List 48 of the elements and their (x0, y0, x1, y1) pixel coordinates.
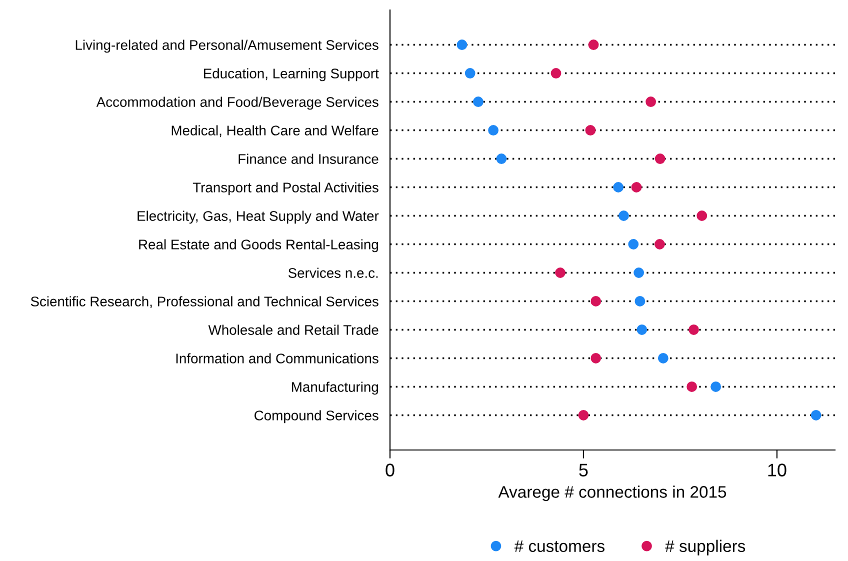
point (658, 353, 668, 364)
y-tick-label: Compound Services (254, 410, 378, 424)
y-tick-label: Electricity, Gas, Heat Supply and Water (138, 210, 379, 224)
point (555, 268, 566, 278)
point (710, 382, 722, 392)
y-tick-label: Real Estate and Goods Rental-Leasing (139, 239, 378, 252)
x-axis-title: Avarege # connections in 2015 (498, 486, 726, 502)
y-tick-label: Education, Learning Support (204, 68, 379, 82)
point (590, 296, 602, 306)
point (634, 296, 646, 306)
y-tick-label: Wholesale and Retail Trade (208, 324, 378, 335)
x-tick-label: 0 (386, 464, 394, 476)
y-tick-label: Accommodation and Food/Beverage Services (96, 96, 378, 110)
point (496, 154, 507, 164)
y-tick-label: Transport and Postal Activities (192, 182, 378, 196)
point (654, 154, 666, 164)
point (628, 239, 639, 250)
point (588, 40, 599, 50)
point (488, 125, 499, 136)
point (654, 239, 665, 250)
point (578, 410, 589, 420)
point (636, 324, 648, 335)
legend-label: # suppliers (665, 540, 746, 556)
point (810, 410, 822, 420)
point (585, 125, 596, 136)
legend-label: # customers (514, 540, 604, 552)
point (646, 96, 656, 107)
y-tick-label: Manufacturing (292, 382, 378, 395)
y-tick-label: Living-related and Personal/Amusement Services (76, 40, 378, 53)
point (473, 96, 484, 107)
point (464, 68, 476, 78)
point (688, 324, 699, 335)
point (696, 210, 708, 221)
x-tick-label: 10 (768, 464, 786, 476)
point (613, 182, 624, 192)
y-tick-label: Services n.e.c. (288, 268, 378, 278)
point (634, 268, 644, 278)
y-tick-label: Scientific Research, Professional and Technical Services (30, 296, 378, 308)
point (590, 353, 602, 364)
y-tick-label: Finance and Insurance (238, 154, 378, 164)
point (618, 210, 629, 221)
point (456, 40, 468, 50)
y-tick-label: Information and Communications (176, 353, 378, 364)
point (686, 382, 698, 392)
y-tick-label: Medical, Health Care and Welfare (172, 125, 378, 138)
point (550, 68, 562, 78)
point (631, 182, 642, 192)
x-tick-label: 5 (579, 464, 588, 476)
